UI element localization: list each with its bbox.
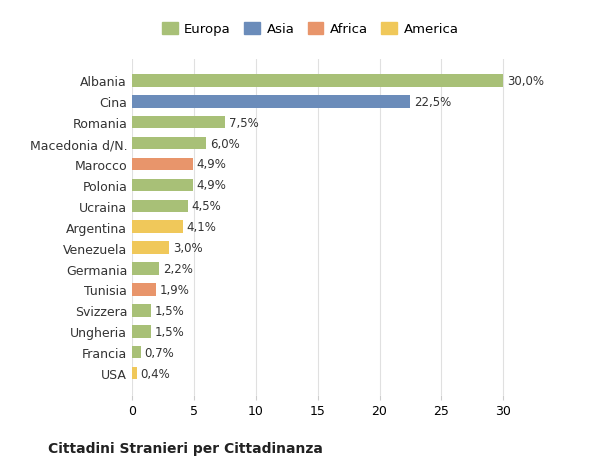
Text: 0,7%: 0,7% [145,346,174,359]
Bar [132,117,225,129]
Bar [132,96,410,108]
Bar [132,325,151,338]
Bar [132,242,169,254]
Bar [132,200,188,213]
Text: 4,5%: 4,5% [191,200,221,213]
Text: 30,0%: 30,0% [507,75,544,88]
Text: 3,0%: 3,0% [173,241,202,255]
Text: 1,9%: 1,9% [159,283,189,296]
Bar [132,263,159,275]
Text: 22,5%: 22,5% [414,95,451,108]
Legend: Europa, Asia, Africa, America: Europa, Asia, Africa, America [161,22,459,36]
Bar [132,179,193,192]
Text: 4,1%: 4,1% [187,221,217,234]
Text: 1,5%: 1,5% [154,325,184,338]
Text: Cittadini Stranieri per Cittadinanza: Cittadini Stranieri per Cittadinanza [48,441,323,454]
Bar [132,158,193,171]
Text: 1,5%: 1,5% [154,304,184,317]
Text: 6,0%: 6,0% [210,137,240,150]
Bar [132,221,183,234]
Bar [132,367,137,380]
Bar [132,284,155,296]
Bar [132,138,206,150]
Text: 4,9%: 4,9% [196,158,226,171]
Bar [132,304,151,317]
Text: 2,2%: 2,2% [163,263,193,275]
Text: 4,9%: 4,9% [196,179,226,192]
Bar [132,75,503,87]
Text: 7,5%: 7,5% [229,117,258,129]
Bar [132,346,140,358]
Text: 0,4%: 0,4% [140,367,170,380]
